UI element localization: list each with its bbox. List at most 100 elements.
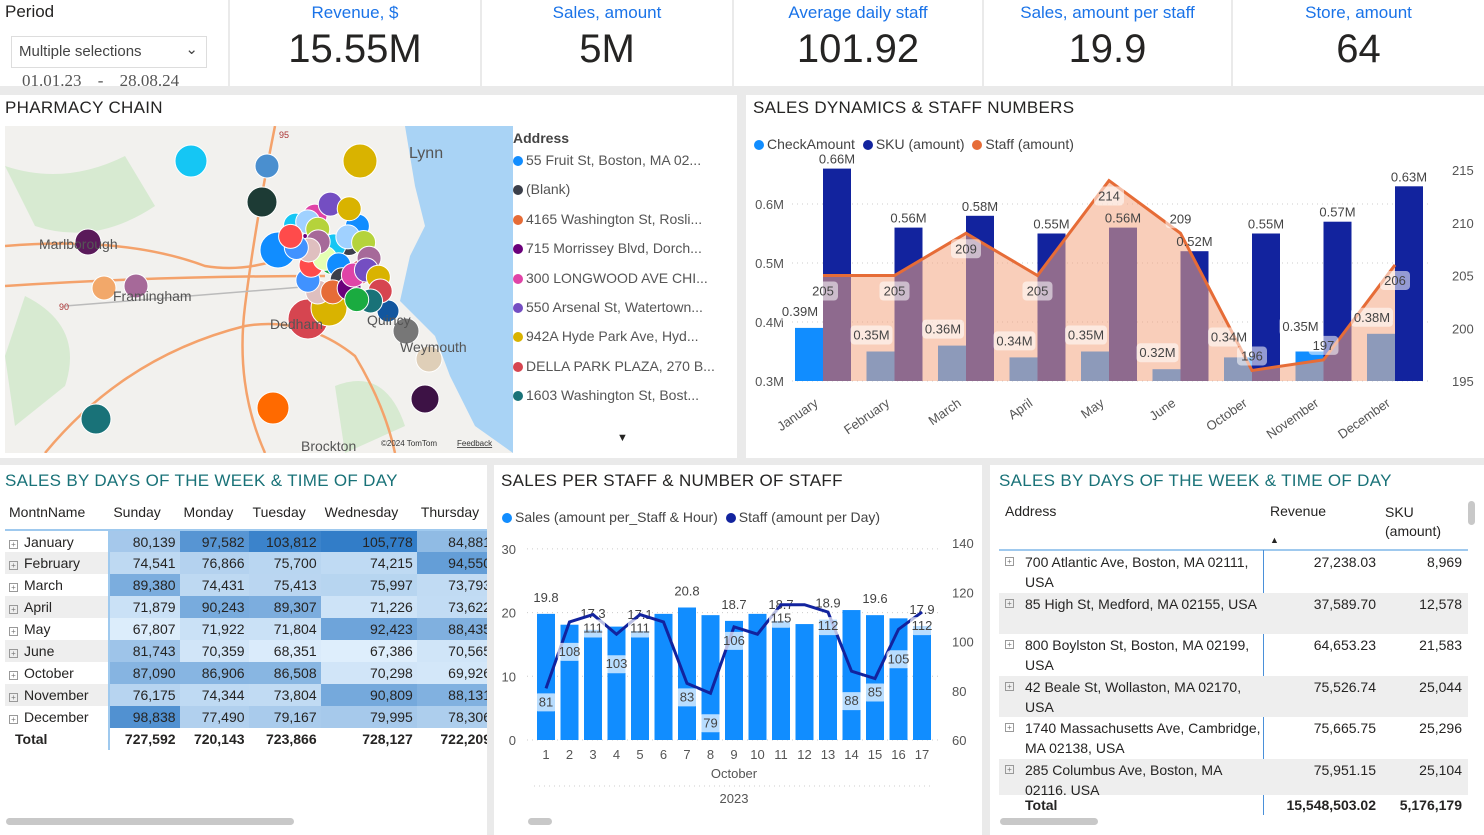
kpi-sales-amount: Sales, amount 5M xyxy=(482,0,732,86)
row-header[interactable]: + May xyxy=(5,618,111,640)
legend-item[interactable]: DELLA PARK PLAZA, 270 B... xyxy=(513,358,735,387)
checkamount-data-label: 0.35M xyxy=(853,328,889,343)
sales-bar xyxy=(584,629,602,740)
period-dropdown-value: Multiple selections xyxy=(19,43,142,60)
sales-dynamics-chart[interactable]: 0.3M 0.4M 0.5M 0.6M 195 200 205 210 215 January Fe… xyxy=(746,95,1484,458)
store-marker xyxy=(74,228,102,256)
expand-icon[interactable]: + xyxy=(1005,598,1014,608)
table-row: +800 Boylston St, Boston, MA 02199, USA 6… xyxy=(999,634,1468,676)
date-from[interactable]: 01.01.23 xyxy=(22,71,82,90)
staff-data-label: 205 xyxy=(1027,284,1049,299)
legend-item[interactable]: 942A Hyde Park Ave, Hyd... xyxy=(513,328,735,357)
legend-item-checkamount[interactable]: CheckAmount xyxy=(754,136,855,152)
table-total-row: Total 15,548,503.02 5,176,179 xyxy=(999,797,1468,817)
x-tick-label: 16 xyxy=(891,747,905,762)
matrix-cell: 70,359 xyxy=(179,640,249,662)
expand-icon[interactable]: + xyxy=(1005,640,1014,649)
vertical-scrollbar[interactable] xyxy=(1468,501,1475,525)
expand-icon[interactable]: + xyxy=(1005,764,1014,774)
x-tick-label: February xyxy=(841,395,893,437)
row-header[interactable]: + February xyxy=(5,552,111,574)
y-tick-label: 0 xyxy=(509,733,516,748)
legend-item[interactable]: 550 Arsenal St, Watertown... xyxy=(513,299,735,328)
expand-icon[interactable]: + xyxy=(9,649,18,658)
map-label-weymouth: Weymouth xyxy=(400,339,467,355)
matrix-cell: 74,215 xyxy=(320,552,417,574)
col-header-revenue[interactable]: Revenue xyxy=(1270,503,1327,519)
row-header[interactable]: + January xyxy=(5,530,111,552)
date-to[interactable]: 28.08.24 xyxy=(119,71,180,90)
map-feedback-link[interactable]: Feedback xyxy=(457,439,493,448)
staff-data-label: 205 xyxy=(884,284,906,299)
store-marker xyxy=(415,345,443,373)
expand-icon[interactable]: + xyxy=(9,561,18,570)
table-row: + April 71,879 90,243 89,307 71,226 73,622 xyxy=(5,596,487,618)
col-header-montnname[interactable]: MontnName xyxy=(9,503,86,520)
expand-icon[interactable]: + xyxy=(9,539,18,549)
col-header-sku[interactable]: SKU (amount) xyxy=(1385,504,1442,539)
expand-icon[interactable]: + xyxy=(9,693,18,702)
col-header-tuesday[interactable]: Tuesday xyxy=(252,503,306,520)
x-tick-label: May xyxy=(1078,395,1107,422)
legend-item[interactable]: 715 Morrissey Blvd, Dorch... xyxy=(513,240,735,269)
legend-item[interactable]: (Blank) xyxy=(513,181,735,210)
col-header-thursday[interactable]: Thursday xyxy=(420,503,480,520)
expand-icon[interactable]: + xyxy=(1005,723,1014,732)
data-label-bg xyxy=(769,609,793,628)
row-header[interactable]: + April xyxy=(5,596,111,618)
legend-dot xyxy=(513,361,523,372)
checkamount-data-label: 0.32M xyxy=(1139,345,1175,360)
matrix-cell: 94,550 xyxy=(416,552,487,574)
horizontal-scrollbar[interactable] xyxy=(528,818,552,825)
table-row: +700 Atlantic Ave, Boston, MA 02111, USA… xyxy=(999,551,1468,593)
row-header[interactable]: + March xyxy=(5,574,111,596)
y-tick-label: 0.3M xyxy=(755,374,784,389)
col-header-address[interactable]: Address xyxy=(1005,503,1057,519)
col-header-monday[interactable]: Monday xyxy=(183,503,234,520)
map[interactable]: Lynn Marlborough Framingham Weymouth Qui… xyxy=(5,126,513,453)
row-header[interactable]: + December xyxy=(5,706,111,728)
legend-scroll-down-icon[interactable]: ▼ xyxy=(617,432,628,444)
sku-data-label: 0.52M xyxy=(1176,234,1212,249)
sku-cell: 21,583 xyxy=(1419,637,1462,653)
matrix-cell: 74,344 xyxy=(179,684,249,706)
expand-icon[interactable]: + xyxy=(9,627,18,636)
horizontal-scrollbar[interactable] xyxy=(6,818,294,825)
expand-icon[interactable]: + xyxy=(1005,557,1014,566)
data-label-bg xyxy=(698,714,723,733)
data-label-bg xyxy=(910,617,934,636)
row-header[interactable]: + June xyxy=(5,640,111,662)
legend-item-staff[interactable]: Staff (amount) xyxy=(972,136,1074,152)
row-header[interactable]: + October xyxy=(5,662,111,684)
x-tick-label: 9 xyxy=(730,747,737,762)
col-header-sunday[interactable]: Sunday xyxy=(113,503,161,520)
y2-tick-label: 205 xyxy=(1452,269,1474,284)
kpi-label: Store, amount xyxy=(1305,3,1412,22)
sku-data-label: 0.57M xyxy=(1319,205,1355,220)
legend-item[interactable]: 300 LONGWOOD AVE CHI... xyxy=(513,270,735,299)
expand-icon[interactable]: + xyxy=(1005,681,1014,691)
y2-tick-label: 210 xyxy=(1452,216,1474,231)
staff-data-label: 112 xyxy=(912,618,933,633)
expand-icon[interactable]: + xyxy=(9,605,18,614)
legend-item[interactable]: 55 Fruit St, Boston, MA 02... xyxy=(513,152,735,181)
col-header-wednesday[interactable]: Wednesday xyxy=(324,503,399,520)
store-marker xyxy=(278,223,304,249)
address-cell: 285 Columbus Ave, Boston, MA 02116, USA xyxy=(1025,761,1222,796)
expand-icon[interactable]: + xyxy=(9,583,18,592)
expand-icon[interactable]: + xyxy=(9,671,18,680)
legend-item-sales-per-staff[interactable]: Sales (amount per_Staff & Hour) xyxy=(502,509,718,525)
period-dropdown[interactable]: Multiple selections ⌄ xyxy=(11,36,207,68)
total-cell: 722,209 xyxy=(440,731,487,747)
legend-item[interactable]: 4165 Washington St, Rosli... xyxy=(513,211,735,240)
legend-item-staff-per-day[interactable]: Staff (amount per Day) xyxy=(725,509,880,525)
row-header[interactable]: + November xyxy=(5,684,111,706)
horizontal-scrollbar[interactable] xyxy=(1000,818,1098,825)
checkamount-bar xyxy=(795,327,823,381)
legend-item[interactable]: 1603 Washington St, Bost... xyxy=(513,387,735,416)
matrix-cell: 88,435 xyxy=(416,618,487,640)
matrix-cell: 90,809 xyxy=(320,684,417,706)
legend-item-sku[interactable]: SKU (amount) xyxy=(862,136,965,152)
expand-icon[interactable]: + xyxy=(9,715,18,724)
